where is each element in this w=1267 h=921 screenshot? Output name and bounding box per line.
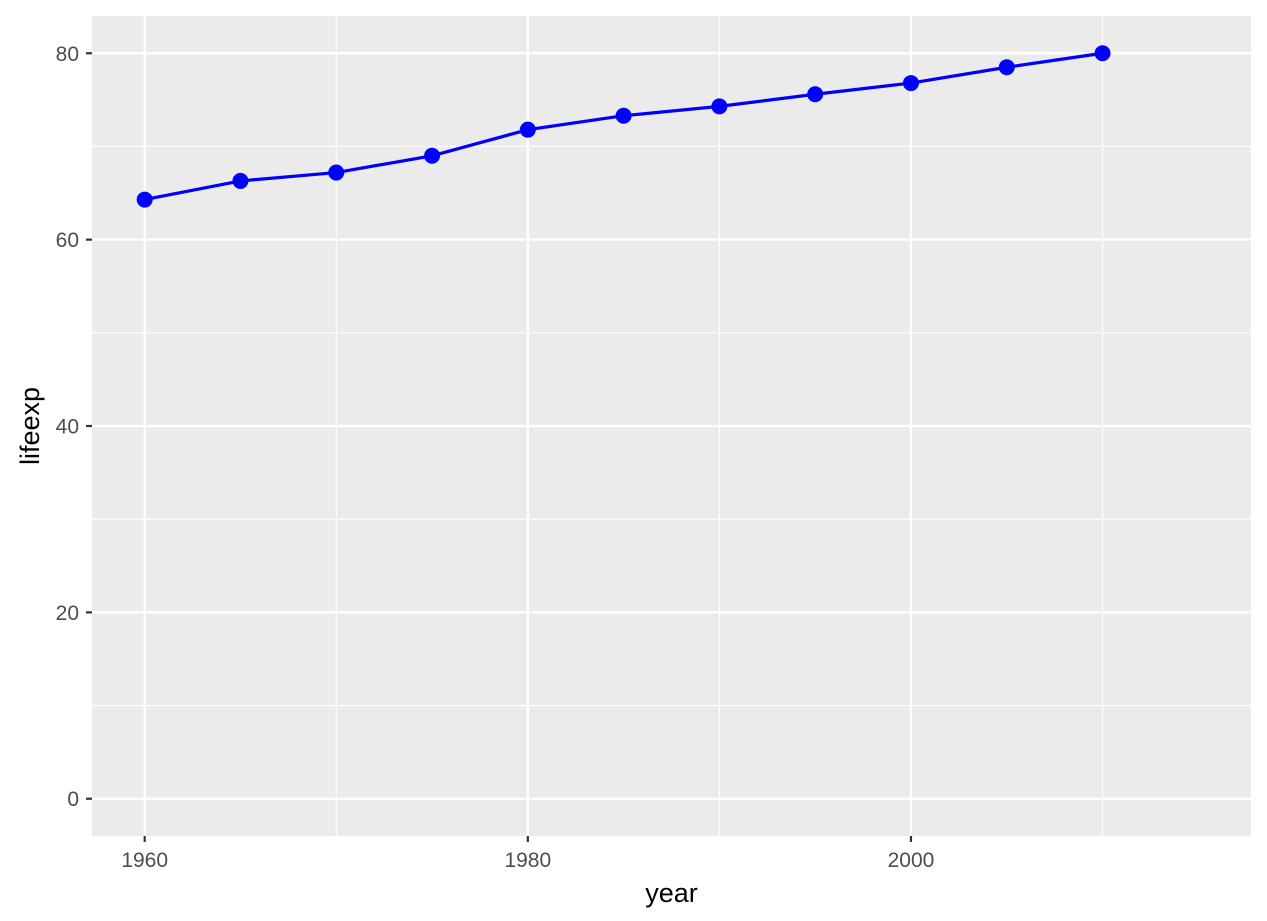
x-tick-label: 1980 — [504, 849, 551, 872]
data-series — [136, 45, 1111, 208]
data-point — [615, 107, 632, 124]
y-axis: 0 20 40 60 80 — [56, 43, 92, 811]
data-point — [998, 59, 1015, 76]
data-point — [1094, 45, 1111, 62]
data-point — [328, 164, 345, 181]
x-axis-title: year — [645, 878, 698, 908]
data-point — [232, 172, 249, 189]
x-tick-label: 2000 — [888, 849, 935, 872]
data-point — [807, 86, 824, 103]
data-point — [136, 191, 153, 208]
data-point — [902, 75, 919, 92]
y-tick-label: 0 — [67, 788, 79, 811]
y-tick-label: 60 — [56, 229, 79, 252]
data-point — [711, 98, 728, 115]
data-point — [424, 147, 441, 164]
y-axis-title: lifeexp — [15, 387, 45, 465]
y-tick-label: 20 — [56, 602, 79, 625]
data-point — [519, 121, 536, 138]
y-tick-label: 80 — [56, 43, 79, 66]
major-gridlines — [92, 16, 1251, 836]
x-tick-label: 1960 — [121, 849, 168, 872]
y-tick-label: 40 — [56, 416, 79, 439]
x-axis: 1960 1980 2000 — [121, 836, 934, 872]
